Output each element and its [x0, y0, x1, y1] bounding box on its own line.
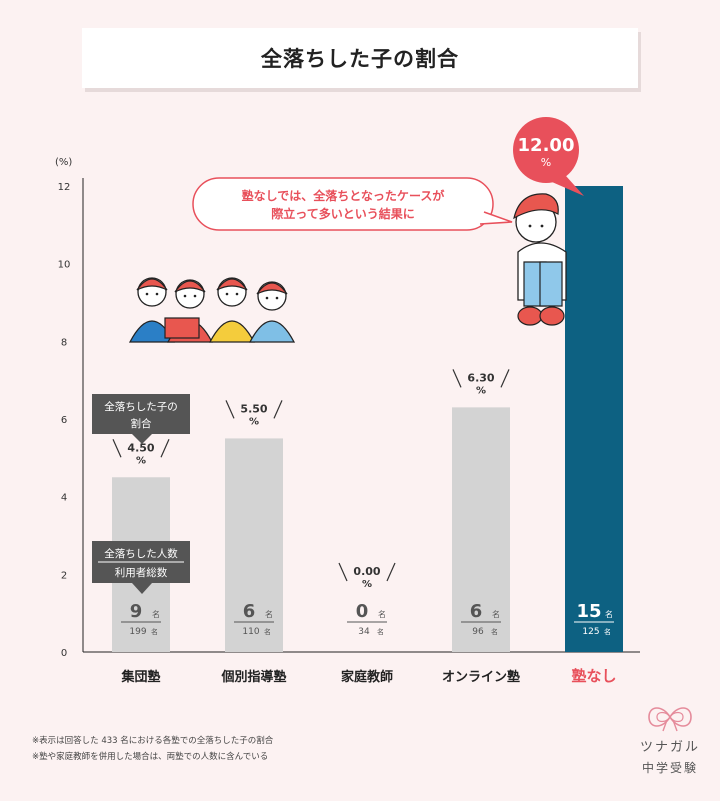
y-tick-label: 10: [58, 260, 71, 271]
total-count-unit: 名: [377, 627, 384, 636]
total-count-unit: 名: [604, 627, 611, 636]
total-count: 34: [358, 627, 370, 637]
child-shoe: [517, 306, 543, 326]
emphasis-mark: [338, 562, 348, 582]
category-label: 塾なし: [571, 667, 616, 685]
footnote-2: ※塾や家庭教師を併用した場合は、両塾での人数に含んでいる: [32, 752, 269, 762]
emphasis-mark: [386, 562, 396, 582]
y-tick-label: 12: [58, 182, 71, 193]
student-hair-3: [256, 282, 288, 295]
y-tick-label: 6: [61, 415, 67, 426]
total-count-unit: 名: [264, 627, 271, 636]
student-eye-1: [193, 294, 197, 298]
legend-count-top: 全落ちした人数: [104, 547, 178, 560]
page-title: 全落ちした子の割合: [82, 28, 638, 88]
child-eye: [528, 224, 532, 228]
brand-logo: ツナガル 中学受験: [628, 702, 712, 776]
category-label: オンライン塾: [442, 669, 520, 685]
child-leg: [539, 261, 563, 307]
student-eye-2: [235, 292, 239, 296]
callout-line2: 際立って多いという結果に: [271, 206, 414, 221]
value-unit: %: [249, 416, 259, 427]
student-body-2: [208, 320, 256, 343]
total-count: 199: [129, 627, 146, 637]
failed-count: 9: [130, 601, 143, 622]
y-tick-label: 2: [61, 570, 67, 581]
student-hair-1: [174, 280, 206, 293]
logo-subtitle: 中学受験: [641, 761, 698, 775]
failed-count-unit: 名: [378, 609, 386, 619]
footnotes: ※表示は回答した 433 名における各塾での全落ちした子の割合 ※塾や家庭教師を…: [32, 733, 273, 765]
student-eye-3: [265, 296, 269, 300]
bar-3: [452, 407, 510, 652]
student-body-3: [248, 320, 296, 343]
child-shoe: [539, 306, 565, 326]
category-label: 集団塾: [120, 669, 160, 685]
legend-ratio-line1: 全落ちした子の: [104, 400, 178, 413]
value-unit: %: [476, 385, 486, 396]
knot-logo-icon: [648, 707, 692, 732]
value-unit: %: [362, 579, 372, 590]
footnote-1: ※表示は回答した 433 名における各塾での全落ちした子の割合: [32, 736, 274, 746]
emphasis-mark: [160, 439, 170, 458]
total-count: 110: [242, 627, 259, 637]
student-eye-3: [275, 296, 279, 300]
callout-line1: 塾なしでは、全落ちとなったケースが: [242, 188, 445, 203]
student-eye-0: [155, 292, 159, 296]
value-label: 12.00: [518, 135, 575, 156]
emphasis-mark: [500, 369, 510, 388]
value-label: 5.50: [240, 402, 267, 415]
failed-count: 6: [470, 601, 483, 622]
child-eye: [540, 224, 544, 228]
callout-bubble: [192, 177, 494, 231]
emphasis-mark: [225, 400, 235, 419]
value-label: 0.00: [353, 565, 380, 578]
failed-count: 6: [243, 601, 256, 622]
legend-count-pointer: [132, 583, 152, 594]
student-eye-0: [145, 292, 149, 296]
y-axis-label: (%): [55, 157, 72, 168]
failed-count: 0: [356, 601, 369, 622]
bar-4: [565, 186, 623, 652]
category-label: 家庭教師: [341, 669, 393, 685]
total-count: 96: [472, 627, 484, 637]
failed-count: 15: [576, 601, 601, 622]
total-count-unit: 名: [151, 627, 158, 636]
value-label: 6.30: [467, 371, 494, 384]
value-badge: [513, 117, 579, 183]
y-tick-label: 8: [61, 337, 67, 348]
failed-count-unit: 名: [605, 609, 613, 619]
failed-count-unit: 名: [152, 609, 160, 619]
bar-1: [225, 438, 283, 652]
legend-ratio-box: [92, 394, 190, 434]
legend-ratio-pointer: [132, 434, 152, 444]
callout-tail: [479, 211, 513, 225]
total-count-unit: 名: [491, 627, 498, 636]
emphasis-mark: [112, 439, 122, 458]
y-tick-label: 4: [61, 493, 67, 504]
category-label: 個別指導塾: [220, 669, 286, 685]
y-tick-label: 0: [61, 648, 67, 659]
value-unit: %: [136, 455, 146, 466]
student-eye-2: [225, 292, 229, 296]
student-paper: [164, 317, 200, 339]
child-hair: [513, 193, 559, 220]
student-hair-2: [216, 278, 248, 291]
total-count: 125: [582, 627, 599, 637]
logo-name: ツナガル: [639, 740, 700, 755]
legend-ratio-line2: 割合: [131, 417, 152, 430]
legend-count-bottom: 利用者総数: [115, 566, 168, 579]
value-unit: %: [541, 156, 551, 169]
failed-count-unit: 名: [265, 609, 273, 619]
student-hair-0: [136, 278, 168, 291]
failed-count-unit: 名: [492, 609, 500, 619]
value-badge-tail: [552, 176, 584, 196]
emphasis-mark: [452, 369, 462, 388]
value-label: 4.50: [127, 441, 154, 454]
student-eye-1: [183, 294, 187, 298]
emphasis-mark: [273, 400, 283, 419]
